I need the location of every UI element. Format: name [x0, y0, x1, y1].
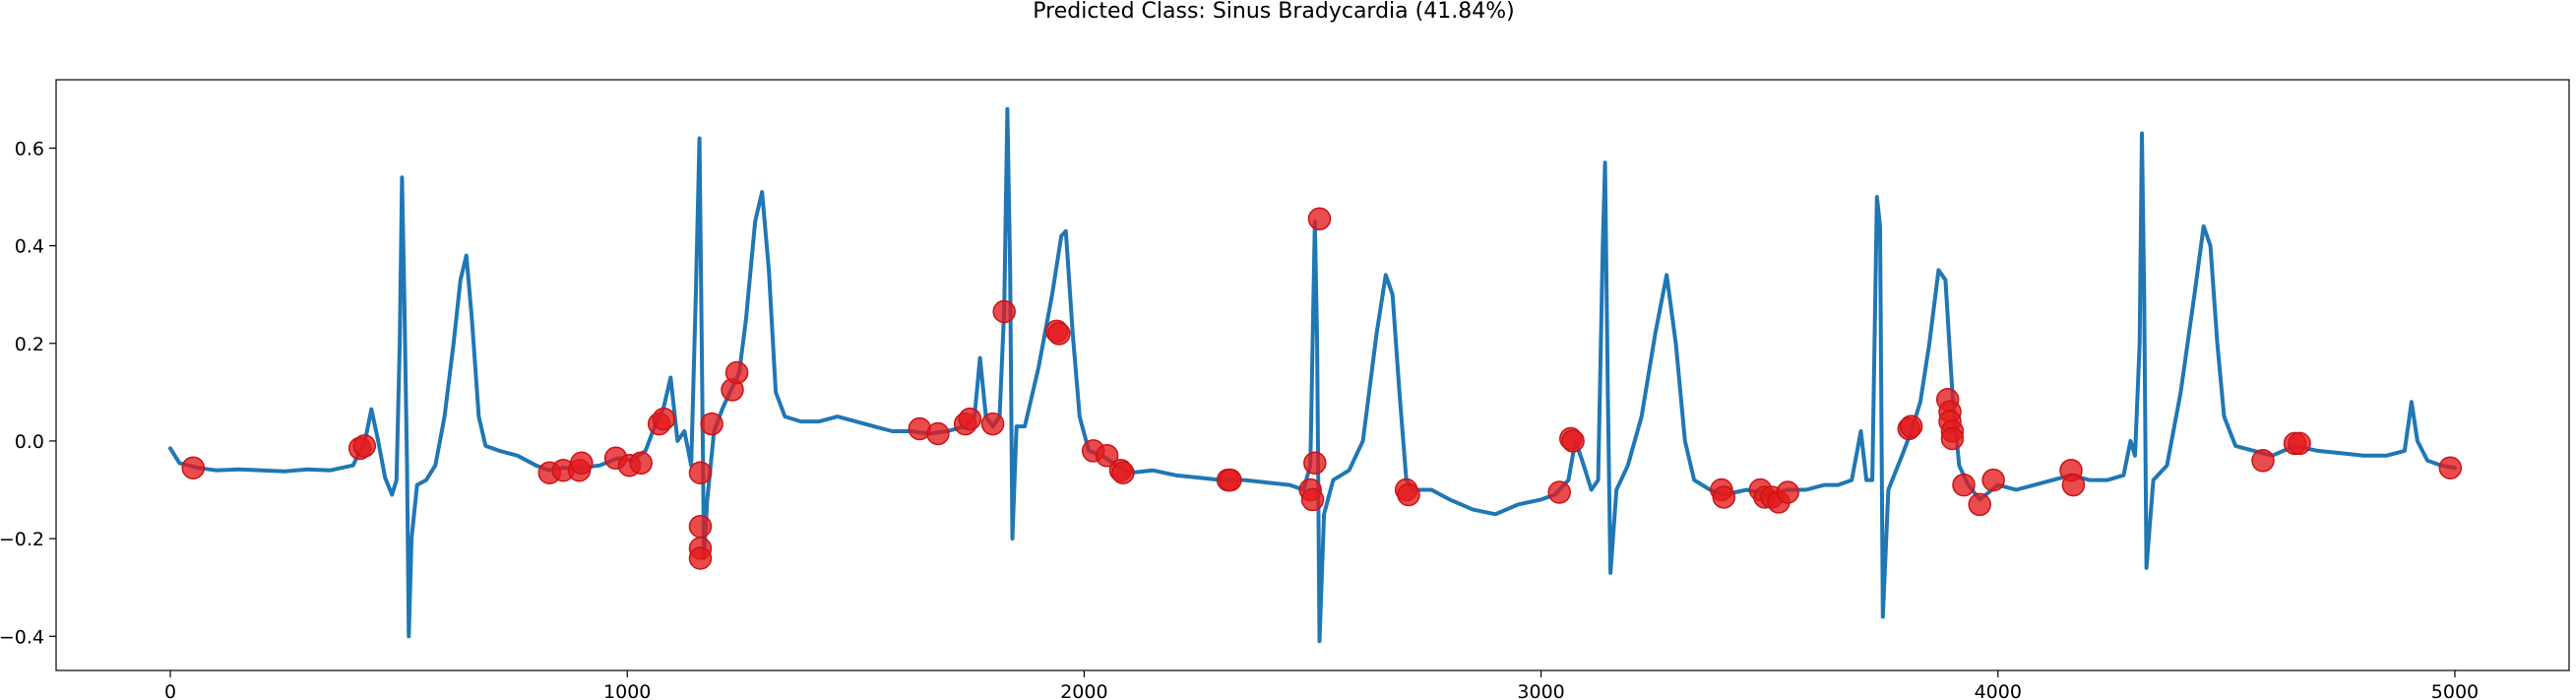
- x-axis: 0 1000 2000 3000 4000 5000: [164, 670, 2479, 700]
- y-tick-label: 0.0: [15, 431, 44, 453]
- highlight-point: [1899, 414, 1923, 438]
- x-tick-label: 4000: [1975, 681, 2022, 700]
- highlight-point: [1776, 480, 1799, 504]
- highlight-point: [1111, 461, 1135, 484]
- highlight-point: [570, 451, 594, 476]
- highlight-point: [2251, 449, 2275, 473]
- highlight-point: [1940, 426, 1965, 451]
- highlight-point: [1303, 451, 1327, 476]
- highlight-point: [181, 456, 206, 479]
- highlight-point: [629, 451, 653, 476]
- chart-title: Predicted Class: Sinus Bradycardia (41.8…: [1033, 0, 1514, 24]
- axes-frame: [55, 79, 2570, 671]
- highlight-point: [2061, 473, 2086, 497]
- highlight-point: [980, 412, 1005, 436]
- highlight-point: [1547, 480, 1571, 504]
- y-tick-label: −0.4: [0, 626, 44, 648]
- highlight-point: [688, 461, 713, 484]
- y-axis: −0.4 −0.2 0.0 0.2 0.4 0.6: [0, 138, 56, 648]
- highlight-point: [1561, 429, 1585, 453]
- x-tick-label: 2000: [1060, 681, 1107, 700]
- highlight-point: [1968, 492, 1991, 517]
- highlight-point: [1981, 468, 2005, 492]
- highlight-point: [352, 434, 377, 458]
- y-tick-label: 0.6: [15, 138, 44, 159]
- highlight-point: [724, 360, 749, 385]
- highlight-point: [688, 546, 713, 570]
- highlight-point: [1095, 444, 1119, 468]
- x-tick-label: 3000: [1517, 681, 1564, 700]
- highlight-point: [2438, 456, 2463, 479]
- highlight-point: [1952, 473, 1976, 497]
- highlight-point: [1712, 485, 1736, 509]
- y-tick-label: 0.2: [15, 334, 44, 355]
- x-tick-label: 5000: [2431, 681, 2479, 700]
- highlight-point: [1300, 487, 1325, 512]
- y-tick-label: 0.4: [15, 236, 44, 258]
- x-tick-label: 1000: [603, 681, 651, 700]
- ecg-signal-line: [168, 106, 2457, 644]
- highlight-point: [688, 514, 713, 539]
- highlight-point: [1047, 322, 1071, 346]
- highlight-point: [1219, 468, 1242, 492]
- highlight-point: [1307, 207, 1332, 231]
- highlight-point: [652, 407, 676, 431]
- highlight-point: [958, 407, 982, 431]
- highlight-point: [700, 412, 723, 436]
- highlight-point: [2288, 431, 2311, 456]
- highlight-point: [1397, 482, 1420, 507]
- plot-area: [168, 106, 2463, 644]
- highlight-point: [992, 299, 1016, 324]
- y-tick-label: −0.2: [0, 529, 44, 550]
- x-tick-label: 0: [164, 681, 176, 700]
- highlight-point: [926, 421, 950, 446]
